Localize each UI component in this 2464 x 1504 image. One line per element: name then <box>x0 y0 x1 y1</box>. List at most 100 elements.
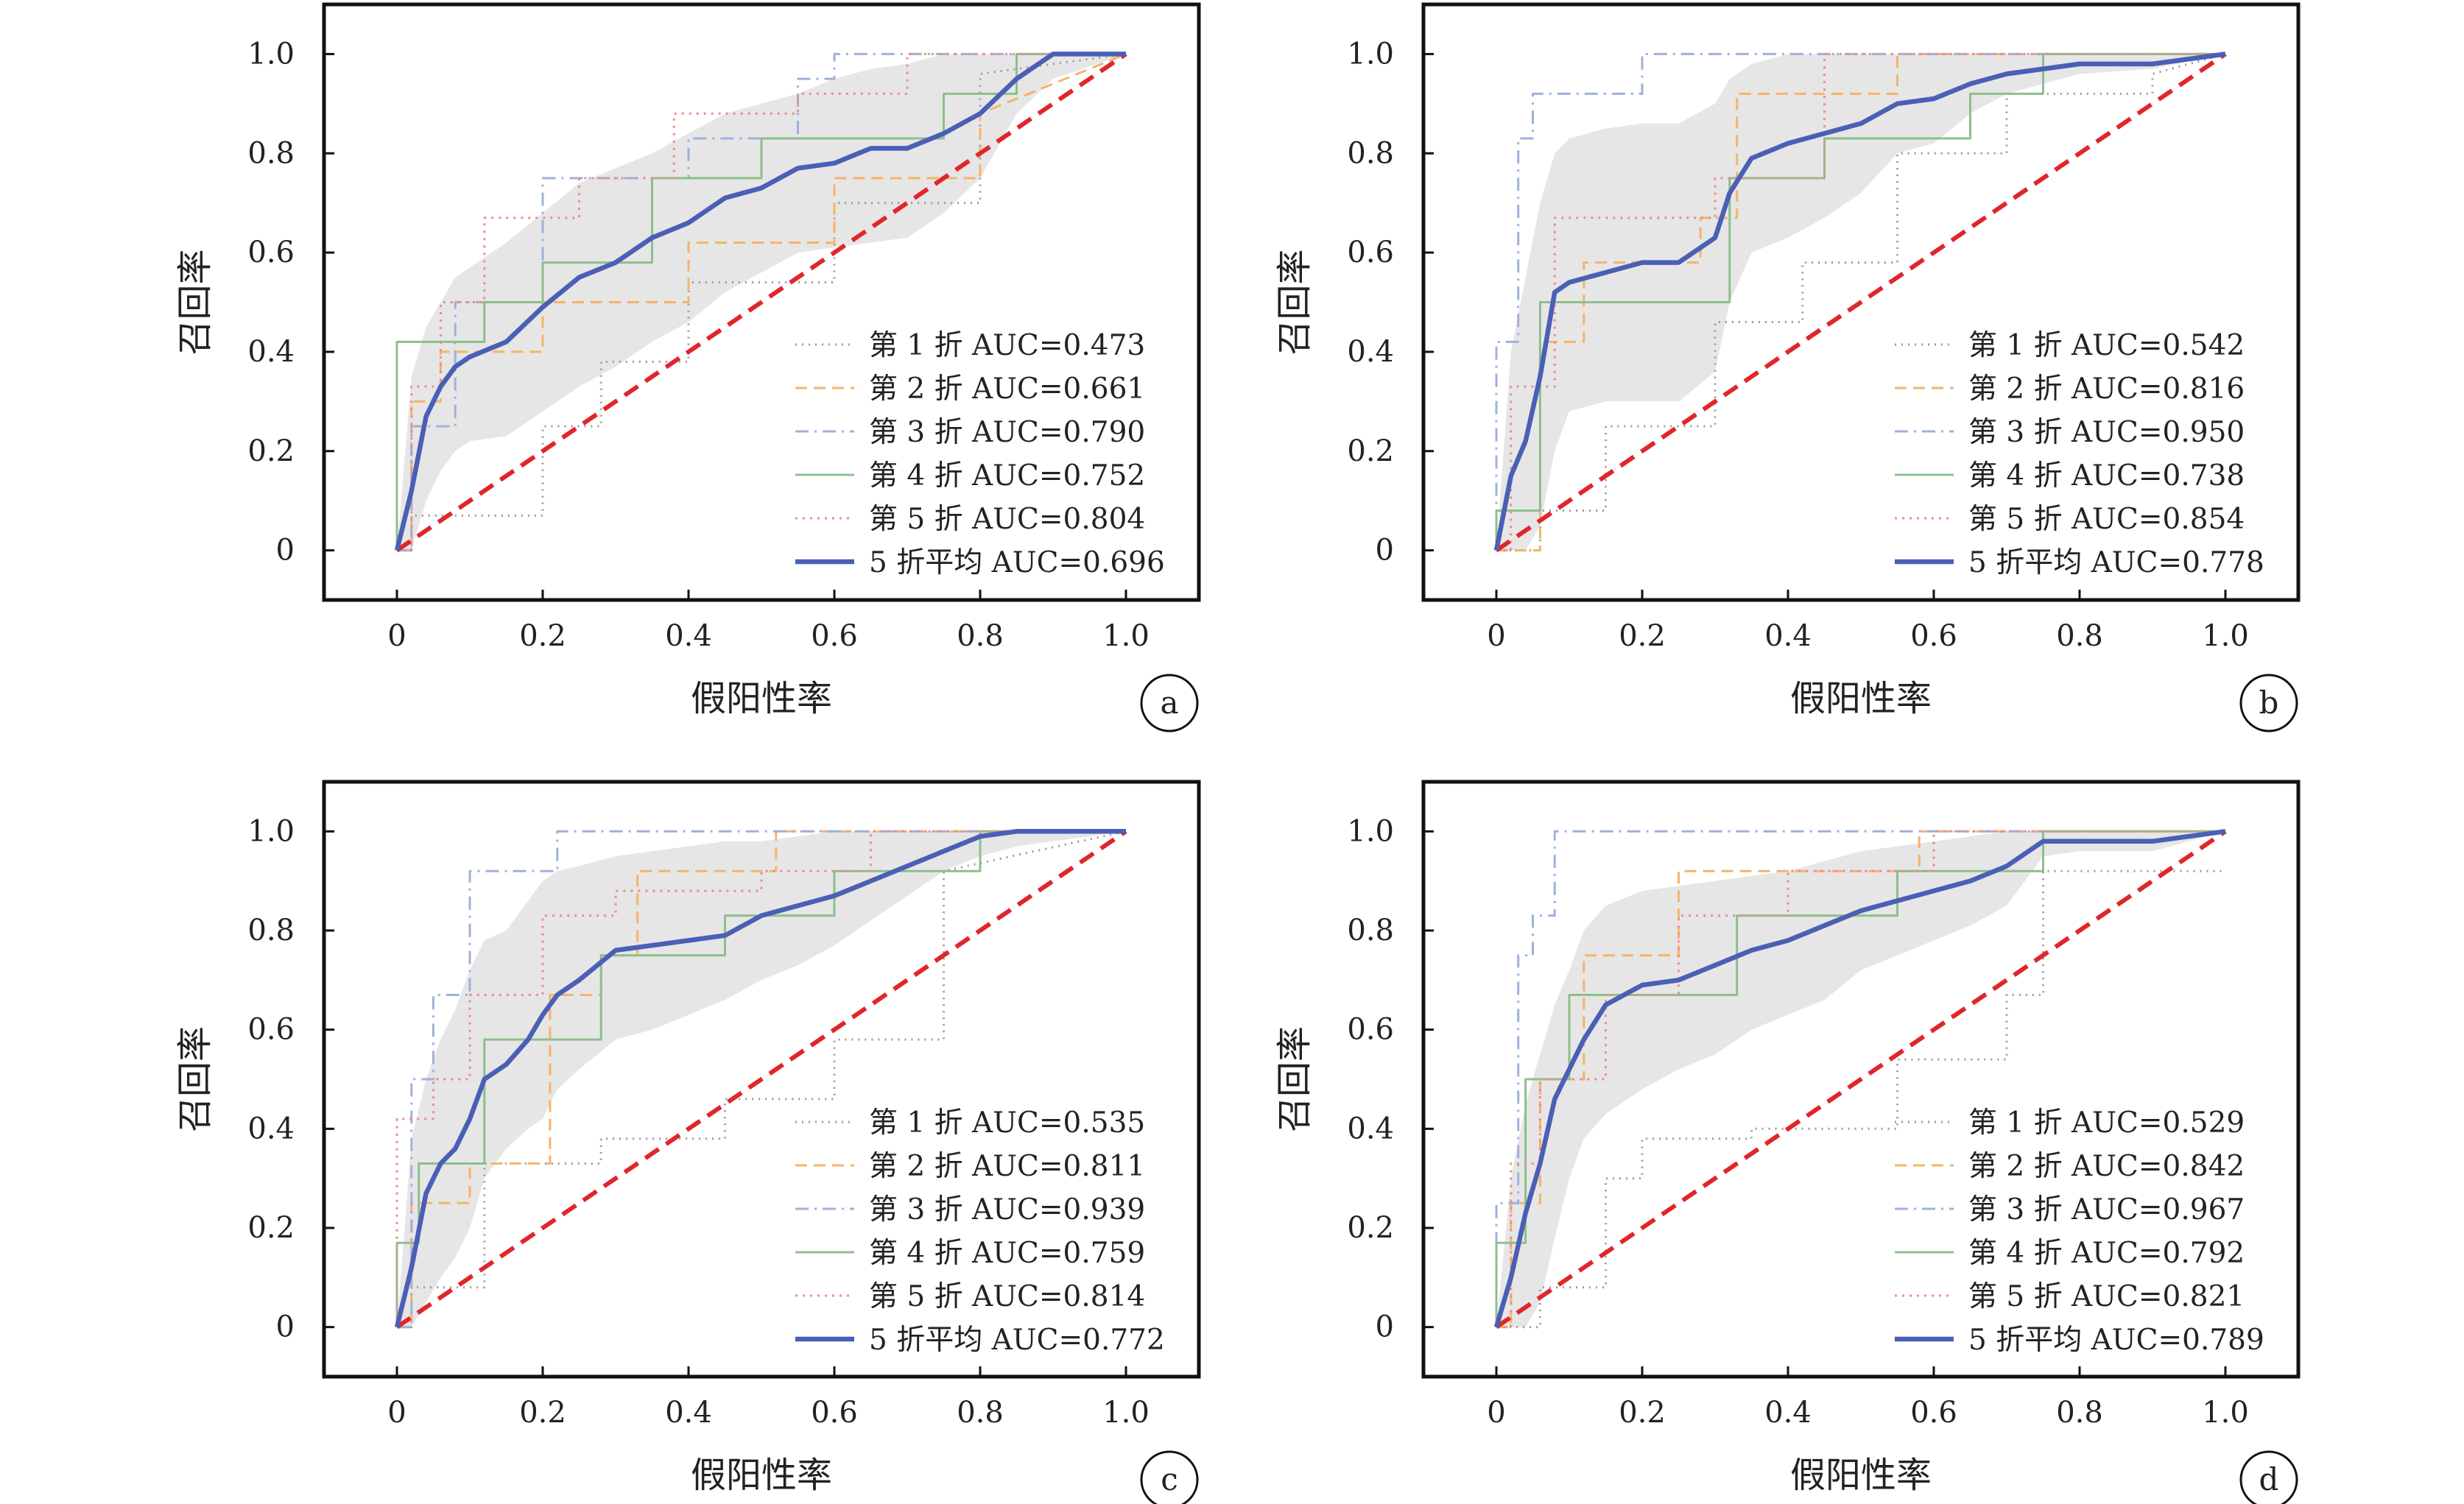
fold-4-roc-line <box>395 830 1126 1327</box>
fold-5-roc-line <box>1496 830 2225 1329</box>
panel-label: b <box>2259 685 2279 721</box>
plot-area <box>394 52 1127 553</box>
y-axis-title: 召回率 <box>1274 1026 1315 1132</box>
legend-label: 第 3 折 AUC=0.967 <box>1968 1193 2245 1226</box>
panel-label-circle <box>1140 674 1199 732</box>
y-tick-label: 0.8 <box>1347 914 1394 947</box>
y-tick-label: 0.8 <box>1347 136 1394 170</box>
legend-label: 第 1 折 AUC=0.535 <box>869 1106 1145 1140</box>
legend-label: 5 折平均 AUC=0.696 <box>869 546 1165 579</box>
x-tick-label: 0.4 <box>1764 619 1812 653</box>
y-tick-label: 0.8 <box>247 136 295 170</box>
legend-label: 第 1 折 AUC=0.542 <box>1968 329 2245 362</box>
x-tick-label: 0.4 <box>1764 1396 1812 1430</box>
legend-label: 第 3 折 AUC=0.939 <box>869 1193 1145 1226</box>
legend: 第 1 折 AUC=0.542 第 2 折 AUC=0.816 第 3 折 AUC=… <box>1895 329 2264 579</box>
x-tick-label: 1.0 <box>2202 619 2249 653</box>
mean-roc-line <box>394 52 1126 551</box>
y-tick-label: 0.6 <box>247 236 295 269</box>
fold-5-roc-line <box>397 52 1126 552</box>
mean-roc-line <box>1493 829 2226 1328</box>
legend-label: 第 5 折 AUC=0.814 <box>869 1280 1145 1313</box>
legend-label: 第 1 折 AUC=0.473 <box>869 329 1145 362</box>
y-axis-title: 召回率 <box>175 1026 216 1132</box>
roc-panel-d: 0 0.2 0.4 0.6 0.8 1.0 0 0.2 0.4 0.6 0.8 1.0 假阳性率 召回率第… <box>1274 780 2301 1504</box>
x-tick-label: 0 <box>1487 619 1505 653</box>
y-axis-title: 召回率 <box>175 249 216 355</box>
x-tick-label: 1.0 <box>1102 619 1150 653</box>
y-tick-label: 0 <box>276 1310 295 1344</box>
panel-label-circle <box>1140 1450 1199 1504</box>
y-tick-label: 0.4 <box>247 335 295 369</box>
y-tick-label: 0.6 <box>1347 236 1394 269</box>
y-tick-label: 0.6 <box>1347 1013 1394 1047</box>
legend-label: 第 5 折 AUC=0.821 <box>1968 1280 2245 1313</box>
legend: 第 1 折 AUC=0.473 第 2 折 AUC=0.661 第 3 折 AUC=… <box>795 329 1165 579</box>
y-tick-label: 1.0 <box>247 37 295 71</box>
plot-frame <box>322 2 1201 602</box>
legend-label: 第 3 折 AUC=0.790 <box>869 416 1145 449</box>
x-tick-label: 1.0 <box>1102 1396 1150 1430</box>
y-tick-label: 0.2 <box>1347 434 1394 468</box>
panel-label: a <box>1160 685 1178 721</box>
fold-2-roc-line <box>397 53 1127 552</box>
plot-frame <box>1421 2 2301 602</box>
legend-label: 5 折平均 AUC=0.772 <box>869 1324 1165 1357</box>
legend-label: 第 1 折 AUC=0.529 <box>1968 1106 2245 1140</box>
x-tick-label: 0.8 <box>957 619 1004 653</box>
x-tick-label: 0.2 <box>519 1396 566 1430</box>
roc-panel-a: 0 0.2 0.4 0.6 0.8 1.0 0 0.2 0.4 0.6 0.8 1.0 假阳性率 召回率第… <box>175 2 1201 732</box>
fold-3-roc-line <box>1495 52 2225 551</box>
x-tick-label: 1.0 <box>2202 1396 2249 1430</box>
roc-panel-b: 0 0.2 0.4 0.6 0.8 1.0 0 0.2 0.4 0.6 0.8 1.0 假阳性率 召回率第… <box>1274 2 2301 732</box>
y-tick-label: 0.2 <box>247 434 295 468</box>
x-axis-title: 假阳性率 <box>691 1455 832 1496</box>
legend-label: 第 2 折 AUC=0.842 <box>1968 1150 2245 1183</box>
panel-label-circle <box>2239 1450 2298 1504</box>
y-tick-label: 1.0 <box>1347 814 1394 848</box>
std-band <box>397 831 1126 1327</box>
fold-4-roc-line <box>1495 830 2225 1327</box>
legend-label: 5 折平均 AUC=0.789 <box>1968 1324 2264 1357</box>
x-axis-title: 假阳性率 <box>1790 1455 1932 1496</box>
y-tick-label: 0.4 <box>1347 335 1394 369</box>
x-tick-label: 0 <box>387 1396 406 1430</box>
legend-label: 第 4 折 AUC=0.759 <box>869 1237 1145 1270</box>
std-band <box>1496 54 2225 551</box>
x-tick-label: 0.6 <box>1910 619 1957 653</box>
fold-5-roc-line <box>395 830 1126 1327</box>
fold-5-roc-line <box>1496 52 2225 552</box>
x-tick-label: 0.2 <box>1619 1396 1666 1430</box>
y-tick-label: 0 <box>1376 1310 1394 1344</box>
x-tick-label: 0.8 <box>2056 619 2103 653</box>
y-tick-label: 1.0 <box>247 814 295 848</box>
chance-diagonal <box>395 829 1127 1330</box>
y-axis-title: 召回率 <box>1274 249 1315 355</box>
chance-diagonal <box>395 52 1127 553</box>
x-tick-label: 0.2 <box>519 619 566 653</box>
y-tick-label: 0.8 <box>247 914 295 947</box>
x-axis-title: 假阳性率 <box>1790 678 1932 719</box>
legend-label: 第 2 折 AUC=0.661 <box>869 373 1145 406</box>
plot-area <box>1493 829 2227 1330</box>
legend-label: 第 5 折 AUC=0.854 <box>1968 503 2245 536</box>
x-tick-label: 0.2 <box>1619 619 1666 653</box>
plot-frame <box>1421 780 2301 1379</box>
panel-label: c <box>1161 1461 1178 1497</box>
fold-3-roc-line <box>397 52 1126 552</box>
y-tick-label: 0.2 <box>247 1211 295 1245</box>
roc-panel-c: 0 0.2 0.4 0.6 0.8 1.0 0 0.2 0.4 0.6 0.8 1.0 假阳性率 召回率第… <box>175 780 1201 1504</box>
legend-label: 第 4 折 AUC=0.752 <box>869 459 1145 492</box>
y-tick-label: 0.6 <box>247 1013 295 1047</box>
legend: 第 1 折 AUC=0.535 第 2 折 AUC=0.811 第 3 折 AUC=… <box>795 1106 1165 1357</box>
legend-label: 第 3 折 AUC=0.950 <box>1968 416 2245 449</box>
x-tick-label: 0.4 <box>665 619 712 653</box>
plot-area <box>1493 52 2227 553</box>
fold-3-roc-line <box>1495 830 2225 1327</box>
plot-frame <box>322 780 1201 1379</box>
y-tick-label: 0.4 <box>1347 1112 1394 1145</box>
fold-1-roc-line <box>397 830 1127 1329</box>
x-tick-label: 0.6 <box>1910 1396 1957 1430</box>
y-tick-label: 0.4 <box>247 1112 295 1145</box>
